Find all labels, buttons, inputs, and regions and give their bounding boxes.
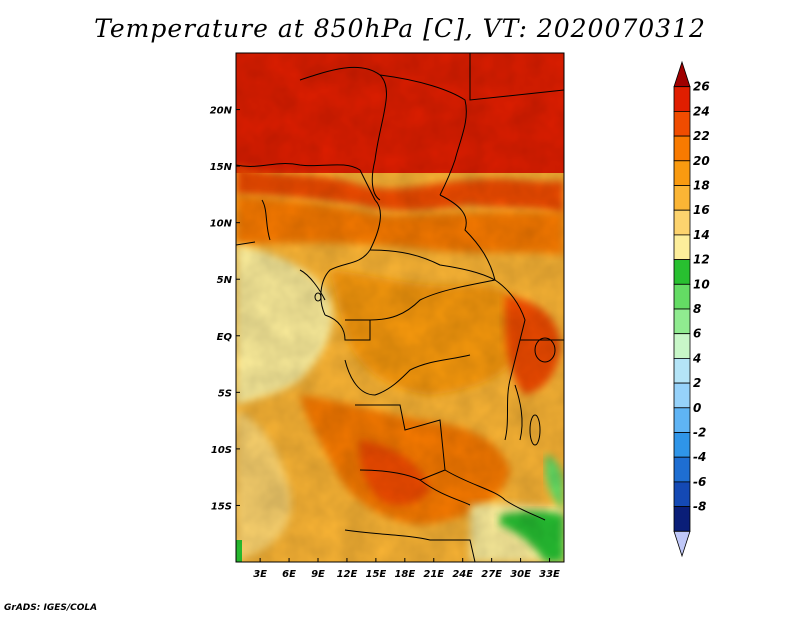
colorbar-swatch bbox=[673, 432, 691, 458]
x-tick-label: 6E bbox=[282, 569, 296, 580]
colorbar-swatch bbox=[673, 481, 691, 507]
x-tick-label: 12E bbox=[337, 569, 358, 580]
credit-label: GrADS: IGES/COLA bbox=[4, 603, 98, 613]
colorbar-label: 0 bbox=[693, 401, 701, 415]
colorbar-swatch bbox=[673, 209, 691, 236]
colorbar-swatch bbox=[673, 382, 691, 409]
colorbar-label: -2 bbox=[693, 426, 706, 440]
y-tick-label: EQ bbox=[217, 332, 233, 343]
lakes bbox=[314, 292, 556, 446]
colorbar-swatch bbox=[673, 407, 691, 433]
x-tick-label: 24E bbox=[452, 569, 473, 580]
colorbar-label: 26 bbox=[693, 80, 710, 94]
y-tick-label: 5N bbox=[217, 275, 233, 286]
plot-frame bbox=[235, 52, 565, 563]
colorbar-label: 16 bbox=[693, 203, 710, 217]
colorbar-swatch bbox=[673, 259, 691, 285]
colorbar-label: -6 bbox=[693, 475, 706, 489]
colorbar-label: 10 bbox=[693, 277, 710, 291]
colorbar-swatch bbox=[673, 308, 691, 335]
colorbar-swatch bbox=[673, 135, 691, 162]
colorbar-label: 2 bbox=[693, 376, 701, 390]
colorbar-swatch bbox=[673, 60, 691, 88]
x-tick-label: 15E bbox=[366, 569, 387, 580]
y-tick-label: 10S bbox=[211, 445, 232, 456]
colorbar-label: 14 bbox=[693, 228, 710, 242]
colorbar-swatch bbox=[673, 456, 691, 483]
colorbar-swatch bbox=[673, 357, 691, 384]
colorbar-label: -8 bbox=[693, 500, 706, 514]
y-tick-label: 10N bbox=[210, 219, 233, 230]
x-tick-label: 33E bbox=[539, 569, 560, 580]
colorbar-swatch bbox=[673, 506, 691, 532]
colorbar-label: 18 bbox=[693, 179, 710, 193]
x-tick-label: 27E bbox=[481, 569, 502, 580]
x-tick-label: 3E bbox=[253, 569, 267, 580]
x-tick-label: 30E bbox=[510, 569, 531, 580]
country-borders bbox=[236, 53, 564, 562]
y-tick-label: 15N bbox=[210, 162, 233, 173]
y-axis: 20N 15N 10N 5N EQ 5S 10S 15S bbox=[210, 106, 240, 512]
y-tick-label: 20N bbox=[210, 106, 233, 117]
colorbar-label: 12 bbox=[693, 253, 710, 267]
colorbar-label: -4 bbox=[693, 450, 706, 464]
x-tick-label: 9E bbox=[311, 569, 325, 580]
colorbar-swatch bbox=[673, 86, 691, 112]
y-tick-label: 15S bbox=[211, 501, 232, 512]
colorbar-swatch bbox=[673, 234, 691, 260]
temperature-field bbox=[236, 53, 564, 562]
colorbar-swatch bbox=[673, 111, 691, 137]
x-axis: 3E 6E 9E 12E 15E 18E 21E 24E 27E 30E 33E bbox=[253, 558, 560, 580]
colorbar-swatch bbox=[673, 530, 691, 558]
x-tick-label: 18E bbox=[394, 569, 415, 580]
colorbar-label: 24 bbox=[693, 104, 710, 118]
x-tick-label: 21E bbox=[423, 569, 444, 580]
colorbar-label: 6 bbox=[693, 327, 701, 341]
colorbar-label: 22 bbox=[693, 129, 710, 143]
colorbar-label: 4 bbox=[692, 351, 701, 365]
colorbar-label: 8 bbox=[693, 302, 701, 316]
y-tick-label: 5S bbox=[218, 388, 232, 399]
colorbar-swatch bbox=[673, 160, 691, 186]
colorbar-swatch bbox=[673, 283, 691, 310]
chart-title: Temperature at 850hPa [C], VT: 202007031… bbox=[94, 14, 706, 43]
colorbar-label: 20 bbox=[693, 154, 710, 168]
colorbar-swatch bbox=[673, 333, 691, 359]
colorbar-swatch bbox=[673, 185, 691, 211]
